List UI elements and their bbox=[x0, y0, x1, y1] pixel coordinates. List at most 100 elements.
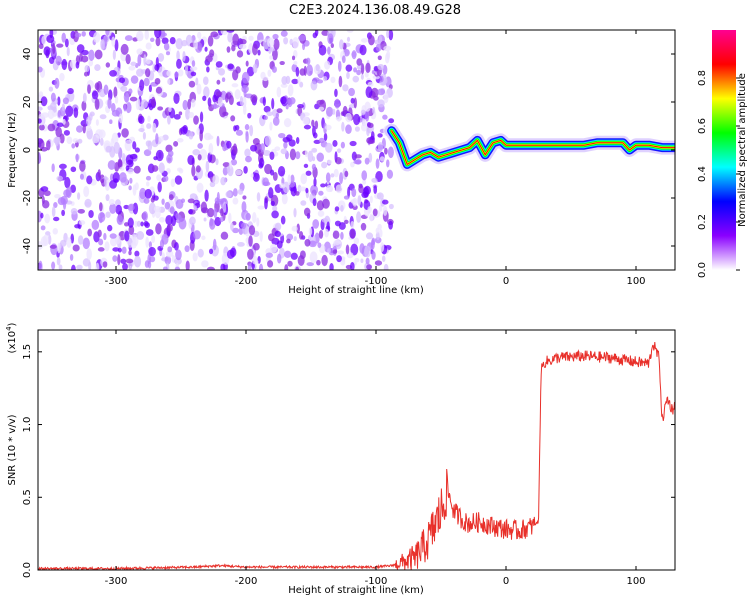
noise-speckle bbox=[151, 165, 159, 172]
noise-speckle bbox=[221, 77, 226, 83]
noise-speckle bbox=[226, 30, 235, 33]
noise-speckle bbox=[129, 136, 136, 143]
noise-speckle bbox=[41, 35, 47, 45]
noise-speckle bbox=[243, 165, 248, 174]
noise-speckle bbox=[232, 33, 240, 46]
noise-speckle bbox=[104, 241, 110, 252]
noise-speckle bbox=[182, 99, 188, 111]
noise-speckle bbox=[246, 66, 255, 77]
noise-speckle bbox=[222, 201, 227, 213]
noise-speckle bbox=[57, 96, 61, 106]
noise-speckle bbox=[78, 220, 86, 226]
noise-speckle bbox=[307, 150, 314, 163]
noise-speckle bbox=[128, 88, 133, 95]
noise-speckle bbox=[308, 227, 313, 236]
noise-speckle bbox=[55, 55, 62, 66]
noise-speckle bbox=[123, 91, 130, 103]
noise-speckle bbox=[257, 205, 265, 210]
noise-speckle bbox=[47, 109, 55, 120]
noise-speckle bbox=[87, 228, 93, 237]
noise-speckle bbox=[258, 263, 264, 270]
noise-speckle bbox=[119, 172, 127, 183]
noise-speckle bbox=[362, 120, 368, 127]
noise-speckle bbox=[293, 236, 297, 242]
noise-speckle bbox=[83, 71, 89, 77]
noise-speckle bbox=[114, 39, 119, 52]
noise-speckle bbox=[153, 156, 158, 161]
noise-speckle bbox=[176, 50, 180, 61]
noise-speckle bbox=[242, 104, 247, 115]
noise-speckle bbox=[49, 101, 57, 111]
noise-speckle bbox=[262, 76, 269, 82]
noise-speckle bbox=[360, 258, 364, 264]
noise-speckle bbox=[145, 175, 152, 181]
noise-speckle bbox=[138, 128, 145, 133]
noise-speckle bbox=[263, 105, 271, 113]
noise-speckle bbox=[334, 206, 340, 212]
noise-speckle bbox=[302, 116, 310, 125]
noise-speckle bbox=[324, 60, 331, 70]
noise-speckle bbox=[107, 97, 112, 109]
noise-speckle bbox=[274, 230, 281, 238]
noise-speckle bbox=[372, 75, 380, 80]
noise-speckle bbox=[295, 151, 301, 160]
spectrogram-y-label: Frequency (Hz) bbox=[7, 112, 18, 188]
noise-speckle bbox=[230, 222, 234, 231]
noise-speckle bbox=[232, 69, 239, 81]
noise-speckle bbox=[199, 111, 204, 123]
noise-speckle bbox=[325, 172, 331, 183]
noise-speckle bbox=[134, 220, 138, 228]
noise-speckle bbox=[168, 194, 174, 201]
noise-speckle bbox=[232, 227, 240, 234]
noise-speckle bbox=[167, 115, 171, 125]
noise-speckle bbox=[124, 230, 130, 242]
noise-speckle bbox=[325, 142, 333, 153]
noise-speckle bbox=[207, 152, 213, 163]
noise-speckle bbox=[228, 212, 232, 224]
noise-speckle bbox=[175, 212, 180, 220]
noise-speckle bbox=[230, 159, 238, 166]
noise-speckle bbox=[188, 209, 194, 215]
noise-speckle bbox=[372, 208, 378, 217]
noise-speckle bbox=[135, 98, 141, 111]
noise-speckle bbox=[293, 207, 297, 218]
noise-speckle bbox=[50, 92, 56, 102]
noise-speckle bbox=[148, 84, 152, 93]
noise-speckle bbox=[118, 77, 126, 84]
noise-speckle bbox=[166, 70, 172, 77]
noise-speckle bbox=[276, 86, 282, 98]
noise-speckle bbox=[295, 266, 299, 270]
noise-speckle bbox=[321, 254, 328, 267]
y-tick-label: 0.0 bbox=[22, 562, 33, 578]
noise-speckle bbox=[193, 205, 197, 210]
noise-speckle bbox=[350, 220, 355, 229]
noise-speckle bbox=[335, 157, 342, 165]
noise-speckle bbox=[161, 198, 165, 205]
y-tick-label: 0 bbox=[22, 147, 33, 153]
noise-speckle bbox=[291, 55, 296, 61]
noise-speckle bbox=[283, 37, 289, 45]
noise-speckle bbox=[364, 71, 369, 78]
noise-speckle bbox=[220, 207, 224, 217]
noise-speckle bbox=[236, 242, 245, 247]
noise-speckle bbox=[40, 96, 48, 107]
noise-speckle bbox=[365, 62, 371, 74]
noise-speckle bbox=[174, 71, 179, 78]
noise-speckle bbox=[109, 70, 117, 77]
noise-speckle bbox=[56, 43, 64, 48]
noise-speckle bbox=[381, 255, 386, 262]
noise-speckle bbox=[332, 108, 336, 115]
noise-speckle bbox=[280, 148, 288, 155]
noise-speckle bbox=[104, 175, 108, 188]
noise-speckle bbox=[197, 154, 202, 161]
noise-speckle bbox=[207, 135, 214, 140]
noise-speckle bbox=[382, 114, 388, 120]
x-tick-label: -300 bbox=[105, 276, 128, 287]
noise-speckle bbox=[346, 71, 350, 80]
noise-speckle bbox=[225, 93, 229, 103]
noise-speckle bbox=[273, 151, 279, 157]
noise-speckle bbox=[280, 215, 286, 225]
colorbar-label: Normalized spectral amplitude bbox=[737, 73, 748, 227]
noise-speckle bbox=[113, 86, 118, 99]
